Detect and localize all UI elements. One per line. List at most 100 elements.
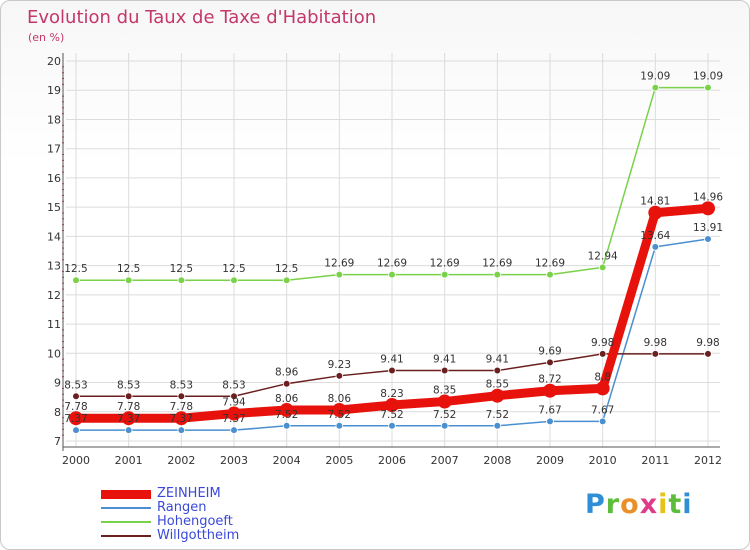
y-tick-label: 11 — [47, 318, 61, 331]
data-label-willgottheim: 9.23 — [328, 359, 351, 371]
data-label-hohengoeft: 19.09 — [693, 71, 723, 83]
y-tick-label: 9 — [54, 377, 61, 390]
data-label-hohengoeft: 12.69 — [377, 258, 407, 270]
data-point-willgottheim — [651, 350, 660, 358]
data-label-zeinheim: 8.35 — [433, 385, 456, 397]
y-tick-label: 7 — [54, 435, 61, 448]
data-point-hohengoeft — [440, 270, 449, 279]
x-tick-label: 2011 — [641, 454, 669, 467]
logo-letter: t — [668, 489, 683, 520]
data-label-hohengoeft: 12.5 — [222, 263, 245, 275]
data-label-rangen: 7.67 — [538, 404, 561, 416]
data-label-rangen: 7.52 — [328, 409, 351, 421]
data-label-willgottheim: 9.41 — [380, 354, 403, 366]
data-label-willgottheim: 8.53 — [64, 379, 87, 391]
data-label-willgottheim: 8.96 — [275, 367, 299, 379]
y-tick-label: 17 — [47, 143, 61, 156]
chart-title: Evolution du Taux de Taxe d'Habitation — [27, 7, 377, 28]
x-tick-label: 2009 — [536, 454, 564, 467]
y-tick-label: 12 — [47, 289, 61, 302]
y-tick-label: 18 — [47, 113, 61, 126]
data-point-hohengoeft — [177, 276, 186, 285]
x-tick-label: 2003 — [220, 454, 248, 467]
x-tick-label: 2001 — [115, 454, 143, 467]
data-point-rangen — [282, 421, 291, 430]
legend-swatch — [101, 507, 151, 509]
data-point-zeinheim — [227, 406, 241, 421]
data-point-willgottheim — [440, 366, 449, 375]
data-label-zeinheim: 7.78 — [64, 401, 87, 413]
x-tick-label: 2000 — [62, 454, 90, 467]
data-label-rangen: 7.52 — [433, 409, 456, 421]
legend-swatch — [101, 535, 151, 537]
data-point-willgottheim — [493, 366, 502, 375]
data-point-willgottheim — [704, 350, 712, 358]
legend-label: Rangen — [157, 500, 207, 515]
data-point-willgottheim — [282, 379, 291, 388]
data-point-rangen — [598, 417, 607, 426]
data-label-willgottheim: 8.53 — [170, 379, 193, 391]
data-label-zeinheim: 8.23 — [380, 388, 403, 400]
data-point-willgottheim — [124, 392, 133, 401]
data-point-rangen — [651, 243, 660, 251]
data-point-zeinheim — [69, 411, 83, 426]
data-label-willgottheim: 9.98 — [591, 337, 614, 349]
data-point-zeinheim — [595, 381, 610, 396]
data-label-hohengoeft: 12.69 — [324, 258, 354, 270]
data-label-rangen: 7.52 — [380, 409, 403, 421]
y-tick-label: 8 — [54, 406, 61, 419]
data-point-zeinheim — [385, 398, 399, 413]
data-point-rangen — [704, 235, 712, 243]
data-point-willgottheim — [230, 392, 238, 401]
data-label-rangen: 13.64 — [640, 230, 670, 242]
data-label-zeinheim: 7.78 — [117, 401, 140, 413]
legend-label: ZEINHEIM — [157, 486, 221, 501]
logo-letter: o — [620, 489, 640, 520]
data-point-willgottheim — [335, 372, 344, 380]
data-label-zeinheim: 8.06 — [275, 393, 299, 405]
data-point-hohengoeft — [335, 270, 344, 279]
data-label-rangen: 7.52 — [275, 409, 298, 421]
x-tick-label: 2006 — [378, 454, 406, 467]
data-label-hohengoeft: 12.94 — [588, 250, 618, 262]
logo-letter: i — [658, 489, 669, 520]
data-point-zeinheim — [332, 403, 347, 418]
x-tick-label: 2008 — [483, 454, 511, 467]
data-point-rangen — [546, 417, 554, 426]
data-point-zeinheim — [648, 205, 663, 220]
data-point-willgottheim — [72, 392, 80, 401]
x-tick-label: 2004 — [273, 454, 301, 467]
data-label-zeinheim: 7.78 — [170, 401, 193, 413]
data-point-zeinheim — [543, 383, 557, 398]
data-label-willgottheim: 9.69 — [538, 345, 561, 357]
data-point-willgottheim — [546, 358, 554, 367]
data-label-zeinheim: 8.06 — [328, 393, 352, 405]
y-tick-label: 13 — [47, 260, 61, 273]
logo-letter: x — [639, 489, 659, 520]
data-point-rangen — [388, 421, 396, 430]
data-label-hohengoeft: 12.69 — [535, 258, 565, 270]
data-point-hohengoeft — [704, 83, 712, 92]
chart-subtitle: (en %) — [28, 31, 65, 44]
data-point-zeinheim — [490, 388, 505, 403]
y-tick-label: 15 — [47, 201, 61, 214]
y-tick-label: 16 — [47, 172, 61, 185]
data-point-zeinheim — [121, 411, 136, 426]
data-label-rangen: 7.37 — [64, 413, 87, 425]
data-point-hohengoeft — [388, 270, 396, 279]
data-label-willgottheim: 9.41 — [486, 354, 509, 366]
data-label-zeinheim: 8.55 — [486, 379, 509, 391]
data-point-hohengoeft — [493, 270, 502, 279]
data-label-zeinheim: 14.96 — [693, 191, 723, 203]
data-label-willgottheim: 9.98 — [696, 337, 719, 349]
data-label-rangen: 7.67 — [591, 404, 614, 416]
logo-letter: P — [585, 489, 606, 520]
data-label-willgottheim: 8.53 — [117, 379, 140, 391]
data-label-zeinheim: 8.72 — [538, 374, 561, 386]
data-point-rangen — [177, 426, 186, 434]
logo-letter: r — [605, 489, 621, 520]
y-tick-label: 10 — [47, 347, 61, 360]
data-point-rangen — [124, 426, 133, 434]
data-point-zeinheim — [701, 201, 715, 216]
data-point-willgottheim — [177, 392, 186, 401]
